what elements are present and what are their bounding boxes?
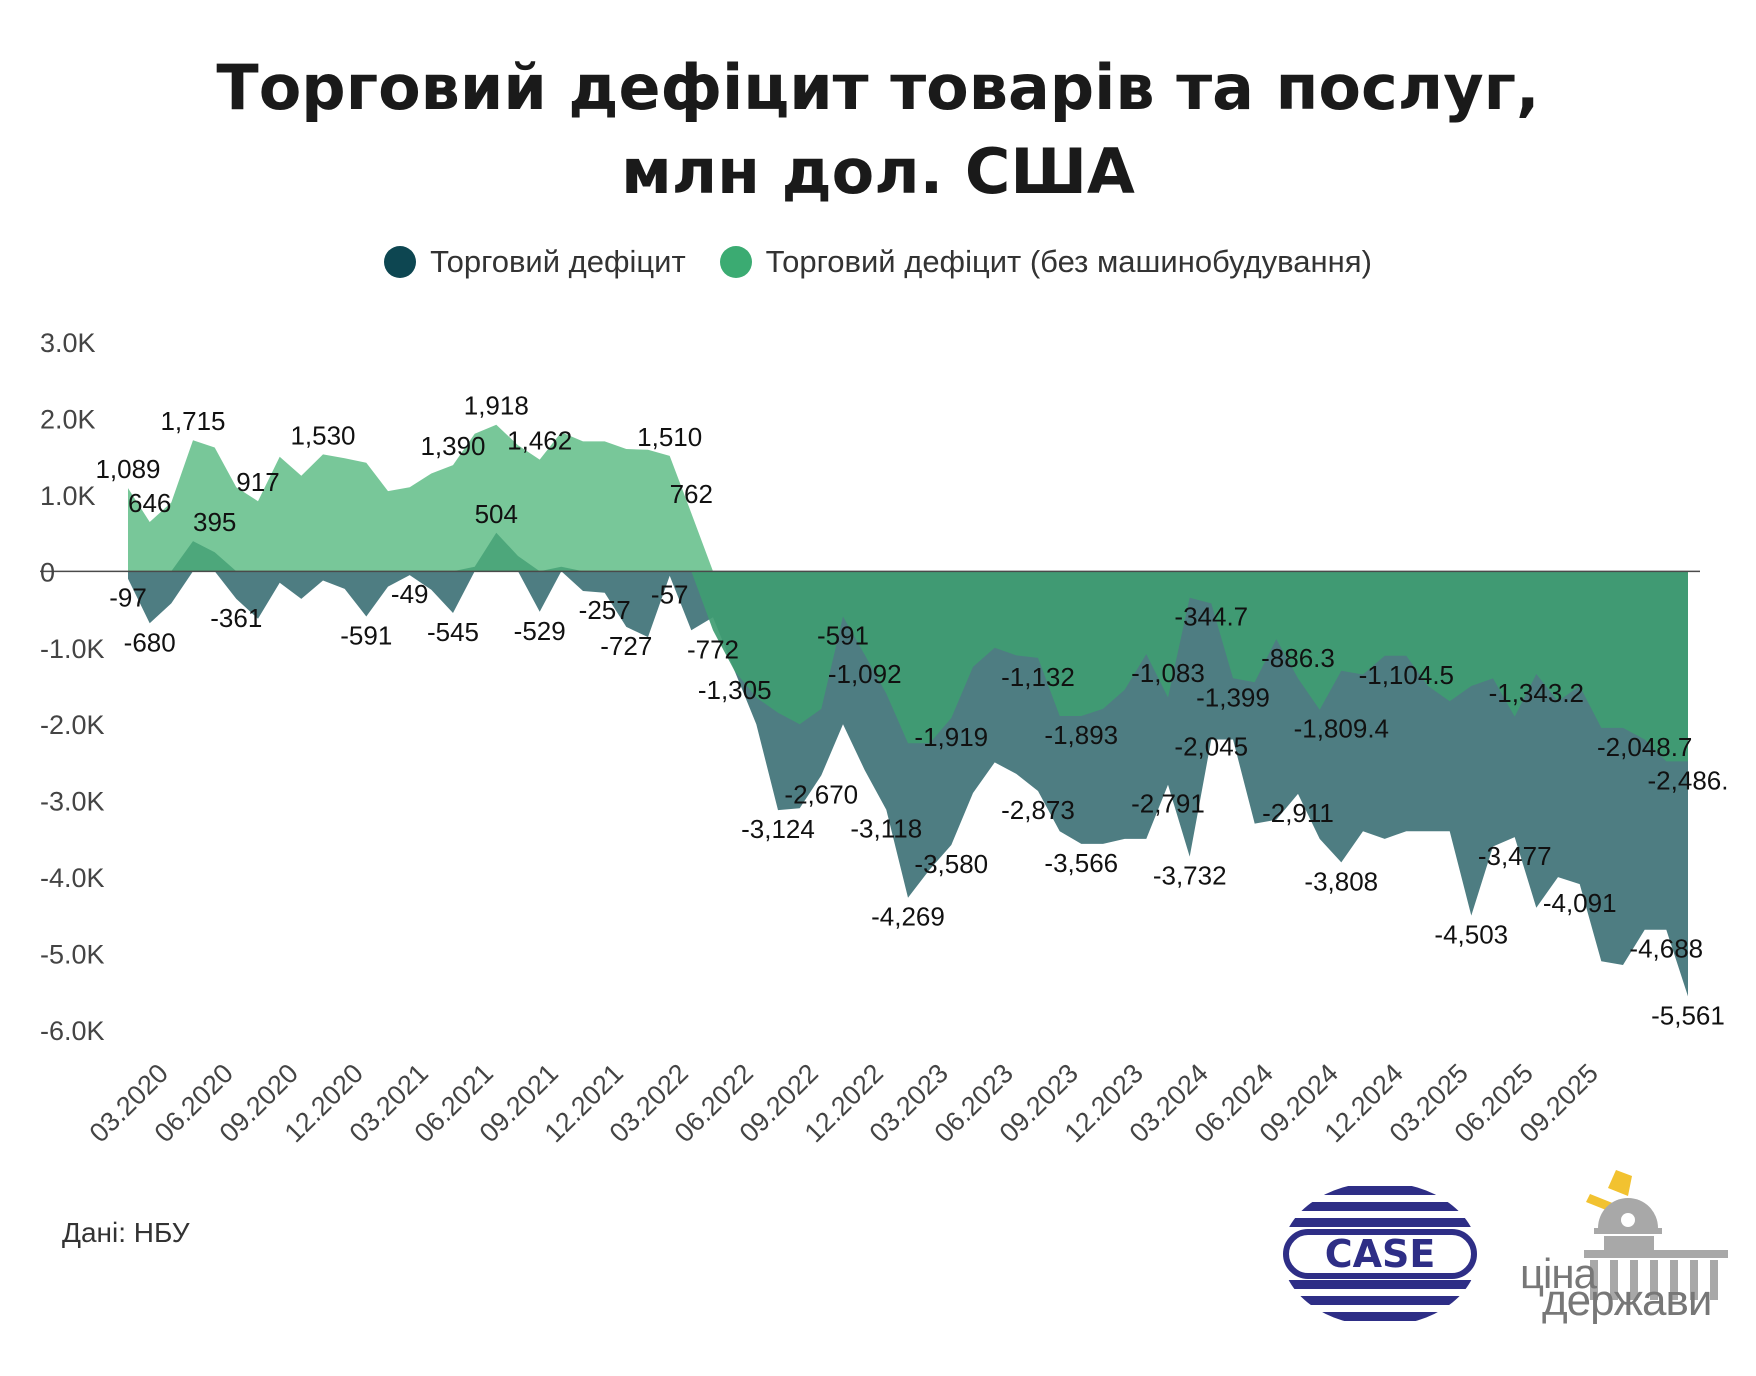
data-label: 762 bbox=[670, 479, 713, 509]
legend-item-excl-machinery[interactable]: Торговий дефіцит (без машинобудування) bbox=[719, 244, 1372, 280]
data-label: 1,510 bbox=[637, 422, 702, 452]
data-label: -591 bbox=[817, 621, 869, 651]
series-area-excl-machinery-negative bbox=[128, 571, 1688, 762]
data-label: -4,091 bbox=[1543, 888, 1617, 918]
data-label: -2,048.7 bbox=[1597, 732, 1692, 762]
data-label: -257 bbox=[579, 595, 631, 625]
data-label: -361 bbox=[210, 603, 262, 633]
y-tick-label: -3.0K bbox=[40, 787, 105, 817]
source-note: Дані: НБУ bbox=[62, 1217, 190, 1248]
data-label: -2,045 bbox=[1174, 732, 1248, 762]
chart-title: Торговий дефіцит товарів та послуг, млн … bbox=[0, 46, 1756, 214]
data-label: -3,580 bbox=[914, 849, 988, 879]
data-label: -5,561 bbox=[1651, 1000, 1725, 1030]
data-label: -3,732 bbox=[1153, 861, 1227, 891]
data-label: -529 bbox=[514, 616, 566, 646]
y-tick-label: -6.0K bbox=[40, 1016, 105, 1046]
data-label: -3,118 bbox=[850, 814, 922, 844]
data-label: -3,477 bbox=[1478, 841, 1552, 871]
data-label: -2,670 bbox=[784, 779, 858, 809]
derzhavy-word: держави bbox=[1542, 1276, 1712, 1325]
legend-item-total[interactable]: Торговий дефіцит bbox=[384, 244, 686, 280]
y-axis: 3.0K 2.0K 1.0K 0 -1.0K -2.0K -3.0K -4.0K -5.0K -6… bbox=[40, 328, 105, 1046]
data-label: -1,893 bbox=[1044, 720, 1118, 750]
data-label: 646 bbox=[128, 488, 171, 518]
chart-title-line-1: Торговий дефіцит товарів та послуг, bbox=[216, 51, 1540, 124]
data-label: -57 bbox=[651, 580, 689, 610]
legend-swatch-excl-machinery bbox=[719, 246, 752, 278]
data-label: 1,390 bbox=[420, 431, 485, 461]
data-label: -886.3 bbox=[1261, 643, 1335, 673]
cina-derzhavy-logo: ціна держави bbox=[1520, 1170, 1736, 1325]
series-areas bbox=[128, 424, 1688, 997]
legend-label-excl-machinery: Торговий дефіцит (без машинобудування) bbox=[765, 244, 1372, 279]
data-label: -1,132 bbox=[1001, 662, 1075, 692]
data-label: -1,343.2 bbox=[1489, 678, 1584, 708]
series-area-total-deficit-positive bbox=[128, 532, 1688, 572]
data-label: 1,530 bbox=[290, 420, 355, 450]
legend-swatch-total bbox=[384, 246, 417, 278]
case-logo-text: CASE bbox=[1325, 1232, 1436, 1276]
data-label: -344.7 bbox=[1174, 602, 1248, 632]
chart-legend: Торговий дефіцит Торговий дефіцит (без м… bbox=[0, 244, 1756, 280]
legend-label-total: Торговий дефіцит bbox=[430, 244, 686, 279]
case-logo: CASE bbox=[1282, 1182, 1478, 1326]
data-label: -2,486. bbox=[1648, 765, 1729, 795]
data-label: -97 bbox=[109, 583, 147, 613]
data-label: 1,715 bbox=[160, 406, 225, 436]
data-label: -772 bbox=[687, 634, 739, 664]
y-tick-label: -5.0K bbox=[40, 940, 105, 970]
data-label: -680 bbox=[124, 627, 176, 657]
y-tick-label: 3.0K bbox=[40, 328, 96, 358]
data-label: 1,089 bbox=[95, 454, 160, 484]
data-label: -1,399 bbox=[1196, 682, 1270, 712]
data-label: 395 bbox=[193, 507, 236, 537]
y-tick-label: -2.0K bbox=[40, 710, 105, 740]
data-label: -3,566 bbox=[1044, 848, 1118, 878]
cina-word: ціна bbox=[1520, 1250, 1597, 1297]
data-label: -4,688 bbox=[1629, 934, 1703, 964]
data-label: -4,269 bbox=[871, 902, 945, 932]
data-label: -49 bbox=[391, 579, 429, 609]
data-label: 1,462 bbox=[507, 426, 572, 456]
series-area-excl-machinery-positive bbox=[128, 424, 1688, 572]
data-label: -1,104.5 bbox=[1359, 660, 1454, 690]
y-tick-label: -1.0K bbox=[40, 634, 105, 664]
data-label: -1,083 bbox=[1131, 658, 1205, 688]
y-tick-label: 0 bbox=[40, 557, 55, 587]
chart-title-line-2: млн дол. США bbox=[621, 135, 1135, 208]
data-label: -591 bbox=[340, 621, 392, 651]
data-label: -545 bbox=[427, 617, 479, 647]
data-label: -1,305 bbox=[698, 675, 772, 705]
data-label: 917 bbox=[236, 467, 279, 497]
data-label: 1,918 bbox=[464, 391, 529, 421]
data-label: -2,791 bbox=[1131, 789, 1205, 819]
building-icon bbox=[1584, 1170, 1728, 1300]
data-label: -4,503 bbox=[1434, 920, 1508, 950]
data-label: 504 bbox=[475, 499, 518, 529]
data-label: -1,092 bbox=[828, 659, 902, 689]
data-label: -1,809.4 bbox=[1294, 714, 1389, 744]
data-label: -3,124 bbox=[741, 814, 815, 844]
data-label: -1,919 bbox=[914, 722, 988, 752]
y-tick-label: -4.0K bbox=[40, 863, 105, 893]
y-tick-label: 2.0K bbox=[40, 404, 96, 434]
data-label: -727 bbox=[600, 631, 652, 661]
data-label: -2,911 bbox=[1262, 798, 1334, 828]
x-axis: 03.202006.202009.202012.202003.202106.20… bbox=[84, 1058, 1604, 1148]
data-label: -3,808 bbox=[1304, 866, 1378, 896]
data-label: -2,873 bbox=[1001, 795, 1075, 825]
y-tick-label: 1.0K bbox=[40, 481, 96, 511]
